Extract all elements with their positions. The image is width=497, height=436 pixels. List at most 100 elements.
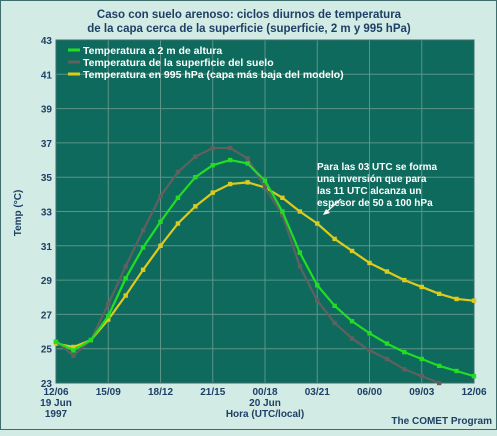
data-point: [384, 356, 390, 362]
x-tick-label: 21/15: [200, 387, 225, 398]
data-point: [71, 348, 76, 353]
chart-title-line-2: de la capa cerca de la superficie (super…: [87, 23, 411, 35]
data-point: [280, 212, 285, 218]
data-point: [123, 276, 128, 281]
annotation-arrow-head: [323, 209, 330, 215]
data-point: [210, 162, 215, 168]
x-tick-label: 03/21: [305, 387, 330, 398]
x-tick-label: 20 Jun: [249, 398, 281, 409]
data-point: [349, 336, 355, 341]
data-point: [210, 190, 215, 195]
data-point: [88, 337, 94, 343]
data-point: [123, 293, 128, 298]
data-point: [158, 243, 163, 248]
data-point: [454, 368, 459, 374]
data-point: [175, 195, 181, 200]
x-tick-label: 09/03: [409, 387, 434, 398]
credit-text: The COMET Program: [391, 416, 492, 427]
data-point: [419, 356, 424, 362]
legend-label: Temperatura a 2 m de altura: [83, 45, 222, 57]
data-point: [262, 178, 268, 183]
data-point: [175, 169, 181, 175]
y-tick-label: 39: [41, 105, 53, 116]
y-tick-label: 33: [41, 208, 53, 219]
annotation: Para las 03 UTC se forma una inversión q…: [317, 162, 437, 215]
data-point: [349, 248, 355, 254]
data-point: [193, 175, 198, 180]
x-tick-label: 12/06: [461, 387, 486, 398]
data-point: [436, 363, 442, 369]
data-point: [245, 156, 250, 161]
data-point: [367, 331, 372, 336]
series-1: [53, 145, 442, 386]
y-tick-label: 35: [41, 173, 53, 184]
data-point: [471, 373, 477, 379]
data-point: [297, 264, 303, 269]
data-point: [332, 236, 337, 242]
data-point: [384, 341, 390, 346]
data-point: [193, 204, 198, 209]
data-point: [140, 267, 146, 273]
annotation-line-3: las 11 UTC alcanza un: [317, 186, 422, 197]
y-tick-label: 27: [41, 310, 53, 321]
series-0: [53, 157, 477, 379]
data-point: [227, 145, 233, 151]
data-point: [384, 269, 390, 274]
y-tick-label: 37: [41, 139, 53, 150]
data-point: [245, 161, 250, 166]
data-point: [106, 313, 111, 319]
annotation-line-4: espesor de 50 a 100 hPa: [317, 198, 433, 209]
data-point: [140, 228, 146, 233]
x-axis-label: Hora (UTC/local): [226, 409, 304, 420]
data-point: [140, 245, 146, 250]
y-tick-label: 43: [41, 36, 53, 47]
data-point: [158, 219, 163, 224]
x-tick-label: 15/09: [96, 387, 121, 398]
data-point: [227, 181, 233, 187]
y-tick-label: 31: [41, 242, 53, 253]
data-point: [471, 298, 477, 303]
data-point: [193, 154, 198, 159]
data-point: [280, 195, 285, 200]
grid: [55, 39, 475, 384]
y-tick-label: 25: [41, 345, 53, 356]
legend-label: Temperatura de la superficie del suelo: [83, 57, 274, 69]
x-tick-label: 1997: [45, 409, 68, 420]
data-point: [402, 277, 407, 283]
data-point: [106, 301, 111, 307]
x-tick-label: 06/00: [357, 387, 382, 398]
data-point: [210, 145, 215, 151]
x-tick-label: 18/12: [148, 387, 173, 398]
data-point: [419, 373, 424, 379]
data-point: [367, 348, 372, 353]
data-point: [315, 298, 320, 303]
plot-border: [55, 39, 475, 384]
data-point: [227, 157, 233, 163]
x-tick-label: 00/18: [252, 387, 277, 398]
data-point: [315, 221, 320, 226]
data-point: [123, 264, 128, 269]
data-point: [454, 296, 459, 302]
y-tick-labels: 23 25 27 29 31 33 35 37 39 41 43: [41, 36, 53, 390]
x-tick-label: 12/06: [43, 387, 68, 398]
chart-title-line-1: Caso con suelo arenoso: ciclos diurnos d…: [97, 9, 402, 21]
data-point: [158, 193, 163, 199]
data-point: [71, 353, 76, 358]
data-point: [175, 221, 181, 226]
legend-label: Temperatura en 995 hPa (capa más baja de…: [83, 69, 344, 81]
data-point: [332, 320, 337, 326]
y-tick-label: 41: [41, 70, 53, 81]
data-point: [297, 209, 303, 214]
y-tick-label: 23: [41, 379, 53, 390]
data-point: [53, 339, 59, 345]
data-point: [106, 317, 111, 322]
data-point: [262, 185, 268, 190]
x-tick-label: 19 Jun: [40, 398, 72, 409]
y-tick-label: 29: [41, 276, 53, 287]
data-point: [402, 367, 407, 372]
series-layer: [53, 145, 477, 386]
data-point: [297, 250, 303, 255]
